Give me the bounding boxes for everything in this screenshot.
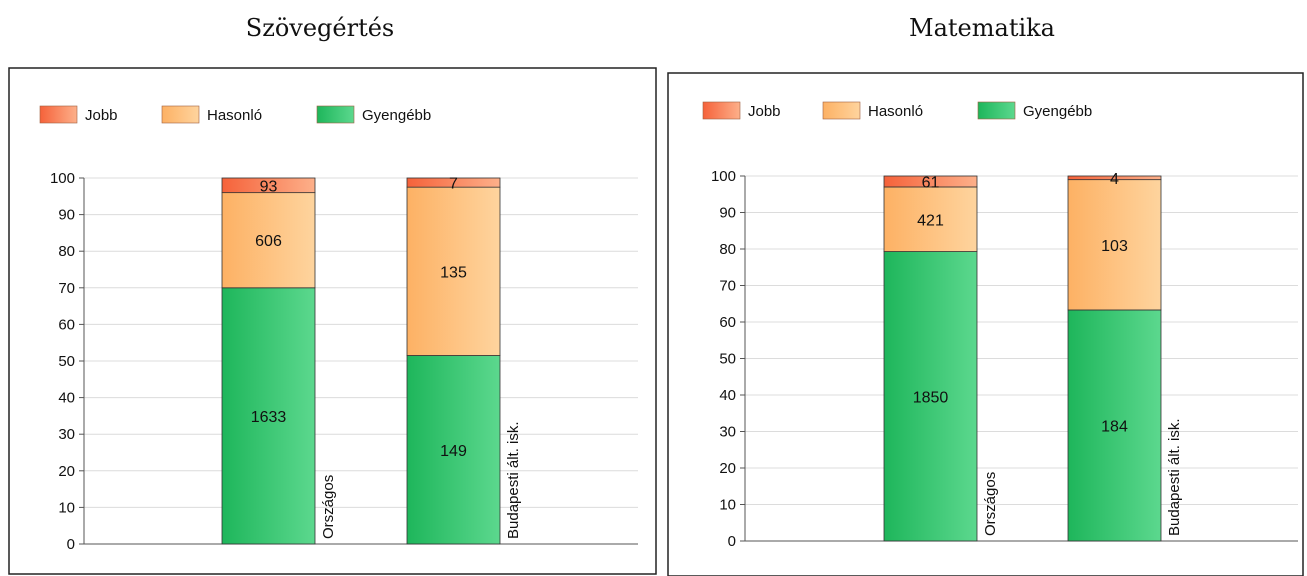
legend-swatch-jobb: [702, 101, 741, 120]
data-label-jobb-budapesti-alt-isk: 4: [1110, 171, 1119, 188]
data-label-hasonlo-budapesti-alt-isk: 135: [440, 264, 467, 281]
legend-label-gyengebb: Gyengébb: [1023, 103, 1092, 120]
category-label-budapesti-alt-isk: Budapesti ált. isk.: [505, 421, 522, 539]
y-tick-label: 70: [58, 280, 75, 297]
data-label-gyengebb-orszagos: 1850: [913, 389, 949, 406]
y-tick-label: 50: [58, 353, 75, 370]
y-tick-label: 90: [719, 205, 736, 222]
y-tick-label: 0: [728, 533, 736, 550]
y-tick-label: 70: [719, 278, 736, 295]
y-tick-label: 30: [58, 426, 75, 443]
y-tick-label: 40: [58, 390, 75, 407]
chart-frame: [667, 72, 1304, 576]
legend-swatch-jobb: [39, 105, 78, 124]
y-tick-label: 10: [719, 497, 736, 514]
legend-swatch-hasonlo: [822, 101, 861, 120]
legend-label-gyengebb: Gyengébb: [362, 107, 431, 124]
legend-swatch-hasonlo: [161, 105, 200, 124]
data-label-hasonlo-orszagos: 421: [917, 212, 944, 229]
bar-segment-jobb-orszagos: [221, 177, 316, 194]
y-tick-label: 80: [719, 241, 736, 258]
bar-segment-jobb-orszagos: [883, 175, 978, 188]
bar-segment-jobb-budapesti-alt-isk: [1067, 175, 1162, 181]
category-label-orszagos: Országos: [982, 472, 999, 536]
y-tick-label: 100: [50, 170, 75, 187]
bar-segment-gyengebb-budapesti-alt-isk: [406, 355, 501, 545]
bar-segment-hasonlo-orszagos: [221, 192, 316, 289]
heading-matematika: Matematika: [909, 14, 1055, 42]
y-tick-label: 60: [58, 316, 75, 333]
y-tick-label: 100: [711, 168, 736, 185]
data-label-gyengebb-orszagos: 1633: [251, 409, 287, 426]
y-tick-label: 0: [67, 536, 75, 553]
y-tick-label: 90: [58, 207, 75, 224]
bar-segment-jobb-budapesti-alt-isk: [406, 177, 501, 188]
chart-frame: [8, 67, 657, 575]
legend-swatch-gyengebb: [316, 105, 355, 124]
heading-szovegertes: Szövegértés: [245, 14, 395, 42]
y-tick-label: 20: [719, 460, 736, 477]
y-tick-label: 20: [58, 463, 75, 480]
y-tick-label: 40: [719, 387, 736, 404]
y-tick-label: 10: [58, 499, 75, 516]
bar-segment-gyengebb-orszagos: [883, 251, 978, 542]
y-tick-label: 30: [719, 424, 736, 441]
data-label-hasonlo-budapesti-alt-isk: 103: [1101, 238, 1128, 255]
bar-segment-hasonlo-budapesti-alt-isk: [406, 186, 501, 356]
y-tick-label: 60: [719, 314, 736, 331]
category-label-orszagos: Országos: [320, 475, 337, 539]
chart-panel-szovegertes: Jobb Hasonló Gyengébb 0 10 20 30 40 50 60 70 80 90 10…: [8, 67, 657, 575]
data-label-jobb-orszagos: 61: [922, 174, 940, 191]
y-tick-label: 80: [58, 243, 75, 260]
data-label-gyengebb-budapesti-alt-isk: 184: [1101, 418, 1128, 435]
legend-swatch-gyengebb: [977, 101, 1016, 120]
legend-label-hasonlo: Hasonló: [868, 103, 923, 120]
data-label-jobb-budapesti-alt-isk: 7: [449, 176, 458, 193]
bar-segment-hasonlo-orszagos: [883, 186, 978, 252]
legend-label-jobb: Jobb: [748, 103, 781, 120]
bar-segment-gyengebb-orszagos: [221, 287, 316, 545]
data-label-hasonlo-orszagos: 606: [255, 233, 282, 250]
legend-label-jobb: Jobb: [85, 107, 118, 124]
category-label-budapesti-alt-isk: Budapesti ált. isk.: [1166, 418, 1183, 536]
bar-segment-gyengebb-budapesti-alt-isk: [1067, 309, 1162, 542]
chart-panel-matematika: Jobb Hasonló Gyengébb 0 10 20 30 40 50 60 70 80 90 10…: [667, 72, 1304, 576]
data-label-jobb-orszagos: 93: [260, 178, 278, 195]
legend-label-hasonlo: Hasonló: [207, 107, 262, 124]
y-tick-label: 50: [719, 351, 736, 368]
data-label-gyengebb-budapesti-alt-isk: 149: [440, 443, 467, 460]
